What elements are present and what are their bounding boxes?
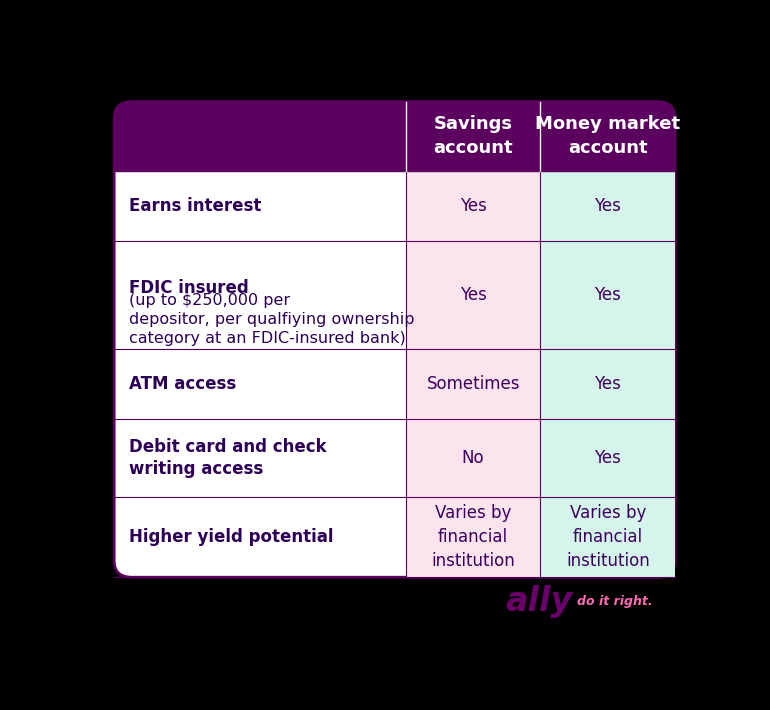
- Text: Higher yield potential: Higher yield potential: [129, 528, 333, 546]
- Text: Sometimes: Sometimes: [427, 376, 520, 393]
- Text: Savings
account: Savings account: [434, 115, 513, 157]
- FancyBboxPatch shape: [114, 102, 675, 577]
- Bar: [541, 420, 675, 496]
- Bar: [541, 241, 675, 349]
- Bar: [406, 420, 541, 496]
- Text: do it right.: do it right.: [577, 595, 652, 608]
- Bar: [541, 170, 675, 241]
- FancyBboxPatch shape: [114, 102, 675, 170]
- Text: FDIC insured: FDIC insured: [129, 280, 249, 297]
- Text: Yes: Yes: [594, 286, 621, 304]
- Text: No: No: [462, 449, 484, 467]
- Text: Varies by
financial
institution: Varies by financial institution: [566, 504, 650, 569]
- Text: Debit card and check
writing access: Debit card and check writing access: [129, 437, 326, 479]
- Text: Yes: Yes: [460, 286, 487, 304]
- Text: ally: ally: [505, 585, 572, 618]
- Text: Yes: Yes: [460, 197, 487, 214]
- Text: Money market
account: Money market account: [535, 115, 681, 157]
- Text: Yes: Yes: [594, 376, 621, 393]
- Bar: [406, 496, 541, 577]
- Bar: [406, 241, 541, 349]
- Text: Varies by
financial
institution: Varies by financial institution: [431, 504, 515, 569]
- Text: Earns interest: Earns interest: [129, 197, 262, 214]
- Bar: [541, 349, 675, 420]
- Bar: [114, 136, 675, 170]
- Bar: [406, 170, 541, 241]
- Text: (up to $250,000 per
depositor, per qualfiying ownership
category at an FDIC-insu: (up to $250,000 per depositor, per qualf…: [129, 293, 414, 346]
- Bar: [541, 496, 675, 577]
- Bar: [406, 349, 541, 420]
- Text: ATM access: ATM access: [129, 376, 236, 393]
- Text: Yes: Yes: [594, 449, 621, 467]
- Text: Yes: Yes: [594, 197, 621, 214]
